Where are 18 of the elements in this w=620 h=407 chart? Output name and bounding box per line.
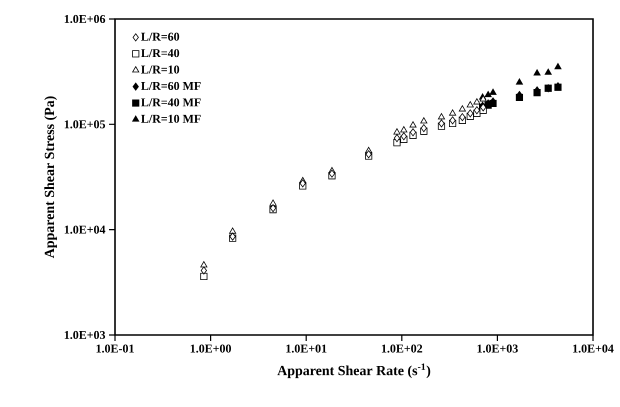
legend-label: L/R=60 <box>141 32 180 41</box>
y-axis-title: Apparent Shear Stress (Pa) <box>44 96 57 258</box>
legend-label: L/R=40 MF <box>141 98 201 106</box>
legend-label: L/R=60 MF <box>141 82 201 90</box>
x-tick-label: 1.0E+03 <box>478 344 518 353</box>
y-tick-label: 1.0E+03 <box>64 330 106 340</box>
x-axis-title: Apparent Shear Rate (s$^{-1}$) <box>277 363 430 378</box>
legend-label: L/R=40 <box>141 49 180 58</box>
x-tick-label: 1.0E+00 <box>190 344 231 353</box>
x-tick-label: 1.0E+04 <box>573 344 614 353</box>
legend-label: L/R=10 MF <box>141 114 201 123</box>
x-tick-label: 1.0E+01 <box>286 344 326 353</box>
y-tick-label: 1.0E+06 <box>64 14 106 24</box>
x-tick-label: 1.0E+02 <box>382 344 422 353</box>
y-tick-label: 1.0E+05 <box>64 120 106 128</box>
y-tick-label: 1.0E+04 <box>64 226 106 234</box>
x-tick-label: 1.0E-01 <box>96 344 134 353</box>
legend-label: L/R=10 <box>141 65 180 74</box>
